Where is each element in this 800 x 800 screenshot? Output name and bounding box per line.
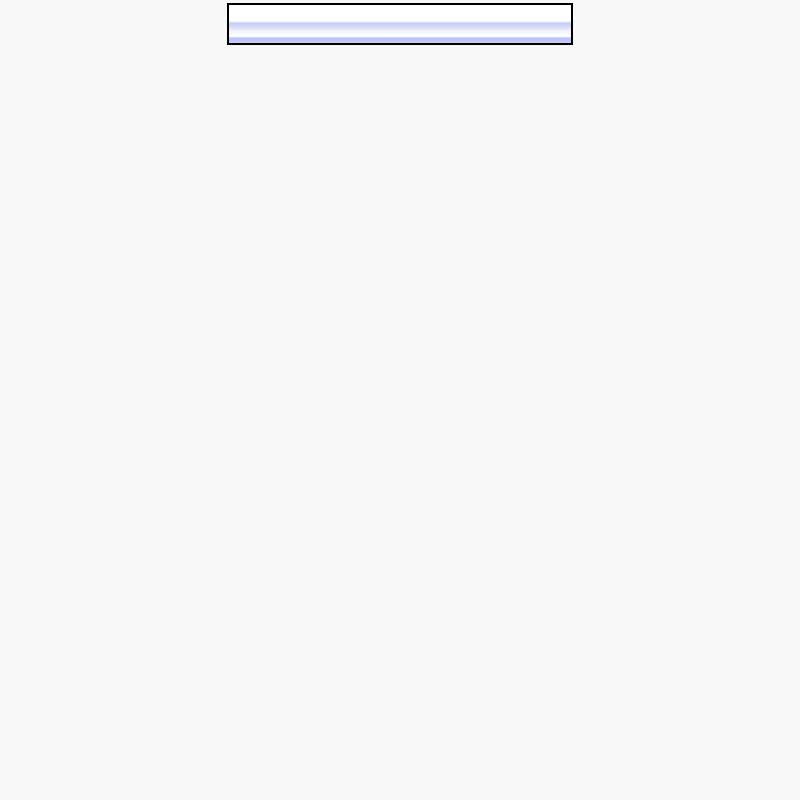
station-title-box xyxy=(227,3,573,45)
